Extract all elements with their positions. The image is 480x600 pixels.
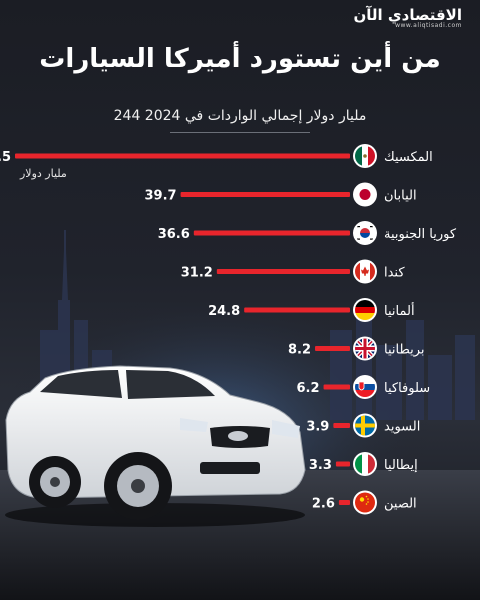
bar-0 — [15, 153, 350, 159]
category-label-8: إيطاليا — [384, 458, 418, 473]
category-label-6: سلوفاكيا — [384, 381, 430, 396]
japan-flag-icon — [353, 182, 377, 207]
category-label-3: كندا — [384, 266, 405, 281]
logo-text: الاقتصادي الآن — [353, 6, 462, 24]
italy-flag-icon — [353, 452, 377, 476]
chart-subtitle: 244 مليار دولار إجمالي الواردات في 2024 — [113, 108, 367, 124]
car-illustration — [5, 365, 306, 527]
south-korea-flag-icon — [353, 221, 377, 245]
bar-2 — [193, 230, 350, 236]
mexico-flag-icon — [353, 144, 377, 168]
category-label-7: السويد — [384, 420, 420, 435]
bar-8 — [335, 461, 350, 467]
value-label-8: 3.3 — [309, 458, 332, 473]
uk-flag-icon — [353, 336, 377, 361]
value-label-2: 36.6 — [158, 227, 190, 242]
value-label-9: 2.6 — [312, 497, 335, 512]
publisher-logo: الاقتصادي الآن www.aliqtisadi.com — [353, 6, 462, 29]
category-label-5: بريطانيا — [384, 343, 425, 358]
china-flag-icon — [353, 490, 377, 515]
bar-1 — [180, 192, 350, 197]
category-label-0: المكسيك — [384, 150, 433, 165]
canada-flag-icon — [353, 259, 377, 284]
bar-6 — [323, 384, 350, 390]
value-label-5: 8.2 — [288, 343, 311, 358]
value-label-4: 24.8 — [208, 304, 240, 319]
subtitle-divider — [170, 132, 310, 133]
category-label-4: ألمانيا — [384, 302, 415, 319]
unit-label: مليار دولار — [19, 167, 67, 180]
bar-3 — [216, 269, 350, 274]
bar-5 — [315, 346, 350, 351]
slovakia-flag-icon — [353, 375, 377, 399]
sweden-flag-icon — [353, 413, 377, 438]
value-label-1: 39.7 — [145, 189, 177, 204]
bar-4 — [244, 307, 350, 313]
category-label-2: كوريا الجنوبية — [384, 227, 457, 242]
bar-9 — [338, 500, 350, 505]
category-label-9: الصين — [384, 497, 417, 512]
value-label-6: 6.2 — [297, 381, 320, 396]
bar-7 — [333, 423, 350, 428]
value-label-3: 31.2 — [181, 266, 213, 281]
value-label-0: 78.5 — [0, 150, 11, 165]
logo-url: www.aliqtisadi.com — [395, 22, 462, 29]
page-title: من أين تستورد أميركا السيارات — [39, 44, 441, 74]
category-label-1: اليابان — [384, 189, 417, 204]
value-label-7: 3.9 — [306, 420, 329, 435]
germany-flag-icon — [353, 298, 377, 322]
